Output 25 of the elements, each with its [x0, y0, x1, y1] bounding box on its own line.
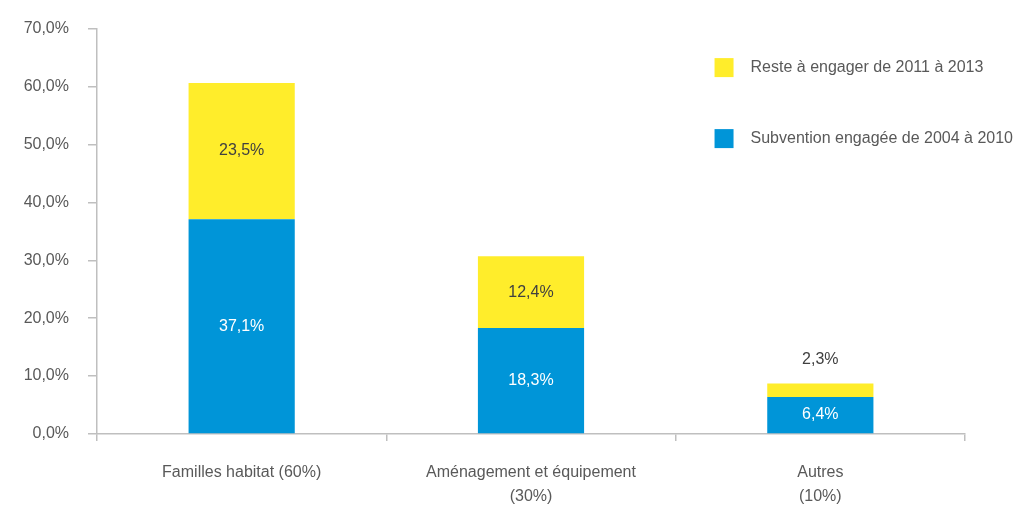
y-tick-label: 30,0%: [23, 250, 69, 268]
data-label: 37,1%: [218, 316, 265, 334]
data-label: 23,5%: [218, 141, 265, 159]
y-tick-label: 50,0%: [23, 134, 69, 152]
y-tick-label: 60,0%: [23, 76, 69, 94]
bar: [767, 396, 874, 434]
bar: [188, 83, 295, 220]
data-label: 12,4%: [508, 282, 554, 300]
bar: [477, 328, 585, 434]
data-label: 2,3%: [802, 350, 839, 368]
data-label: 6,4%: [802, 405, 839, 423]
y-tick-label: 40,0%: [23, 192, 69, 210]
y-tick-label: 70,0%: [23, 19, 69, 37]
y-tick-label: 0,0%: [32, 424, 69, 442]
y-tick-label: 20,0%: [23, 308, 69, 326]
legend-label: Reste à engager de 2011 à 2013: [750, 58, 984, 76]
legend-label: Subvention engagée de 2004 à 2010: [750, 129, 1014, 147]
x-tick-label: Autres (10%): [797, 463, 844, 505]
x-tick-label: Aménagement et équipement (30%): [426, 463, 637, 505]
y-tick-label: 10,0%: [23, 366, 69, 384]
bar: [767, 383, 874, 397]
x-tick-label: Familles habitat (60%): [162, 463, 322, 481]
bar: [188, 219, 295, 434]
data-label: 18,3%: [508, 371, 554, 389]
bar: [477, 256, 585, 329]
